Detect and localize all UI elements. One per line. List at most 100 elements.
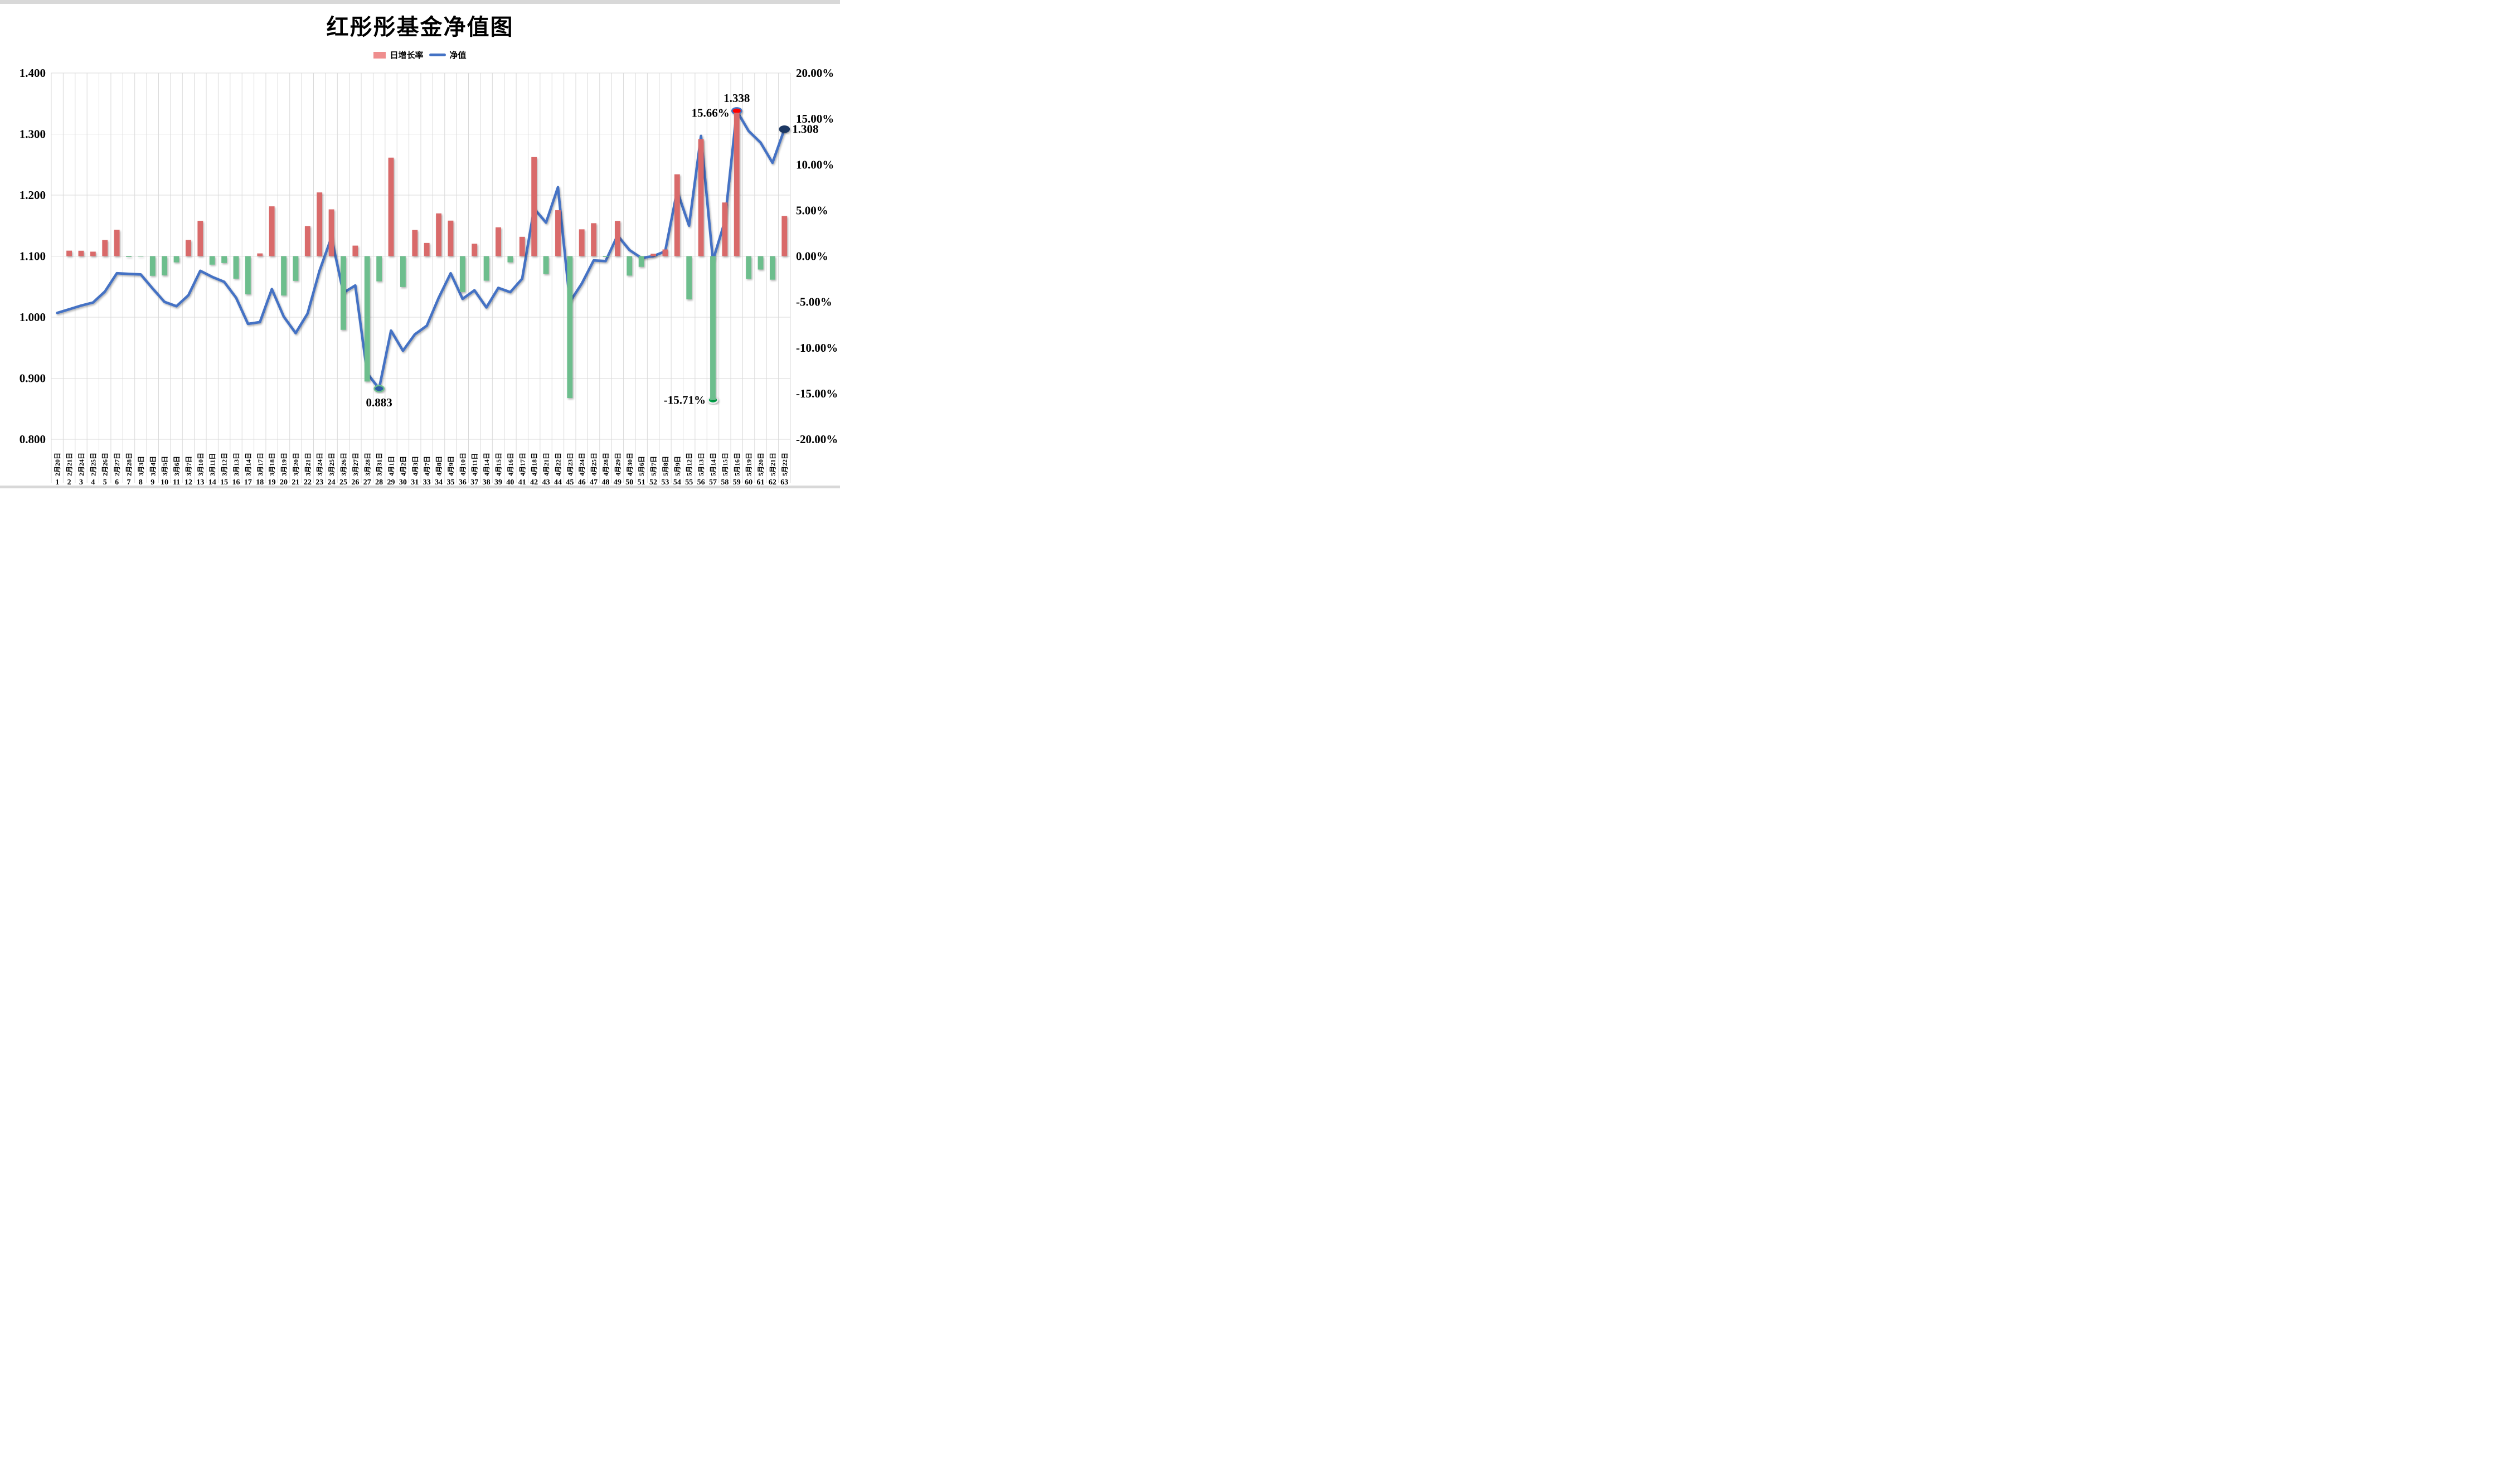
x-axis-index-label: 31: [411, 478, 419, 487]
right-axis-tick: 10.00%: [796, 158, 834, 171]
growth-bar[interactable]: [186, 240, 191, 256]
x-axis-date-label: 5月20日: [757, 453, 765, 476]
growth-bar[interactable]: [376, 256, 382, 282]
growth-bar[interactable]: [734, 113, 740, 256]
growth-bar[interactable]: [591, 223, 597, 256]
growth-bar[interactable]: [78, 250, 84, 256]
growth-bar[interactable]: [770, 256, 775, 280]
growth-bar[interactable]: [257, 253, 263, 256]
legend-line-label: 净值: [449, 51, 467, 60]
growth-bar[interactable]: [388, 157, 394, 256]
growth-bar[interactable]: [245, 256, 251, 294]
growth-bar[interactable]: [579, 229, 585, 256]
x-axis-date-label: 5月14日: [710, 453, 717, 476]
growth-bar[interactable]: [543, 256, 549, 274]
growth-bar[interactable]: [304, 226, 310, 256]
growth-bar[interactable]: [352, 245, 358, 256]
x-axis-date-label: 4月22日: [555, 453, 562, 476]
x-axis-index-label: 3: [79, 478, 83, 487]
x-axis-index-label: 1: [55, 478, 59, 487]
growth-bar[interactable]: [328, 209, 334, 256]
right-axis-tick: -10.00%: [796, 341, 838, 355]
growth-bar[interactable]: [138, 256, 144, 257]
x-axis-date-label: 3月12日: [221, 453, 229, 476]
growth-bar[interactable]: [722, 202, 728, 256]
growth-bar[interactable]: [66, 250, 72, 256]
data-point-marker[interactable]: [779, 125, 790, 133]
growth-bar[interactable]: [209, 256, 215, 265]
legend-item-netvalue[interactable]: 净值: [429, 49, 467, 61]
growth-bar[interactable]: [781, 216, 788, 256]
growth-bar[interactable]: [459, 256, 465, 292]
growth-bar[interactable]: [698, 139, 704, 256]
growth-bar[interactable]: [293, 256, 299, 281]
growth-bar[interactable]: [519, 236, 525, 256]
x-axis-date-label: 4月24日: [578, 453, 586, 476]
x-axis-index-label: 6: [115, 478, 119, 487]
growth-bar[interactable]: [650, 254, 656, 256]
growth-bar[interactable]: [412, 230, 418, 256]
growth-bar[interactable]: [614, 221, 620, 256]
x-axis-index-label: 12: [184, 478, 192, 487]
growth-bar[interactable]: [317, 192, 323, 256]
x-axis-index-label: 24: [328, 478, 336, 487]
growth-bar[interactable]: [472, 244, 478, 256]
x-axis-index-label: 26: [351, 478, 359, 487]
growth-bar[interactable]: [758, 256, 764, 270]
x-axis-index-label: 53: [661, 478, 669, 487]
x-axis-index-label: 15: [220, 478, 228, 487]
x-axis-index-label: 7: [127, 478, 131, 487]
growth-bar[interactable]: [448, 220, 454, 256]
growth-bar[interactable]: [627, 256, 633, 276]
growth-bar[interactable]: [149, 256, 156, 276]
x-axis-date-label: 5月7日: [650, 456, 658, 476]
growth-bar[interactable]: [341, 256, 346, 330]
growth-bar[interactable]: [603, 256, 609, 257]
growth-bar[interactable]: [507, 256, 513, 263]
growth-bar[interactable]: [364, 256, 370, 382]
growth-bar[interactable]: [114, 230, 120, 256]
growth-bar[interactable]: [686, 256, 692, 300]
growth-bar[interactable]: [281, 256, 287, 296]
growth-bar[interactable]: [496, 227, 501, 256]
x-axis-date-label: 5月15日: [721, 453, 729, 476]
growth-bar[interactable]: [567, 256, 573, 399]
data-point-marker[interactable]: [373, 385, 385, 392]
growth-bar[interactable]: [436, 213, 441, 256]
x-axis-date-label: 5月12日: [686, 453, 693, 476]
growth-bar[interactable]: [746, 256, 752, 279]
growth-bar[interactable]: [197, 221, 203, 256]
growth-bar[interactable]: [638, 256, 644, 267]
x-axis-index-label: 47: [590, 478, 598, 487]
x-axis-index-label: 39: [494, 478, 502, 487]
growth-bar[interactable]: [90, 251, 96, 256]
x-axis-index-label: 55: [685, 478, 693, 487]
x-axis-date-label: 3月31日: [376, 453, 383, 476]
x-axis-date-label: 3月19日: [280, 453, 288, 476]
legend-item-growth[interactable]: 日增长率: [373, 49, 424, 61]
growth-bar[interactable]: [221, 256, 227, 263]
annotation-label: 1.308: [792, 123, 818, 136]
growth-bar[interactable]: [400, 256, 406, 287]
growth-bar[interactable]: [555, 210, 561, 256]
growth-bar[interactable]: [102, 240, 108, 256]
growth-bar[interactable]: [162, 256, 168, 275]
x-axis-date-label: 2月21日: [66, 453, 74, 476]
growth-bar[interactable]: [126, 256, 132, 257]
growth-bar[interactable]: [710, 256, 716, 400]
right-axis-tick: 0.00%: [796, 250, 828, 263]
growth-bar[interactable]: [674, 174, 680, 256]
x-axis-index-label: 59: [733, 478, 741, 487]
x-axis-date-label: 4月7日: [423, 456, 431, 476]
x-axis-index-label: 57: [709, 478, 717, 487]
x-axis-date-label: 3月4日: [149, 456, 157, 476]
x-axis-date-label: 3月10日: [197, 453, 205, 476]
growth-bar[interactable]: [424, 242, 430, 256]
growth-bar[interactable]: [269, 206, 275, 256]
growth-bar[interactable]: [531, 157, 537, 256]
growth-bar[interactable]: [173, 256, 179, 263]
growth-bar[interactable]: [483, 256, 489, 281]
growth-bar[interactable]: [662, 249, 668, 256]
x-axis-index-label: 35: [446, 478, 454, 487]
growth-bar[interactable]: [233, 256, 239, 279]
